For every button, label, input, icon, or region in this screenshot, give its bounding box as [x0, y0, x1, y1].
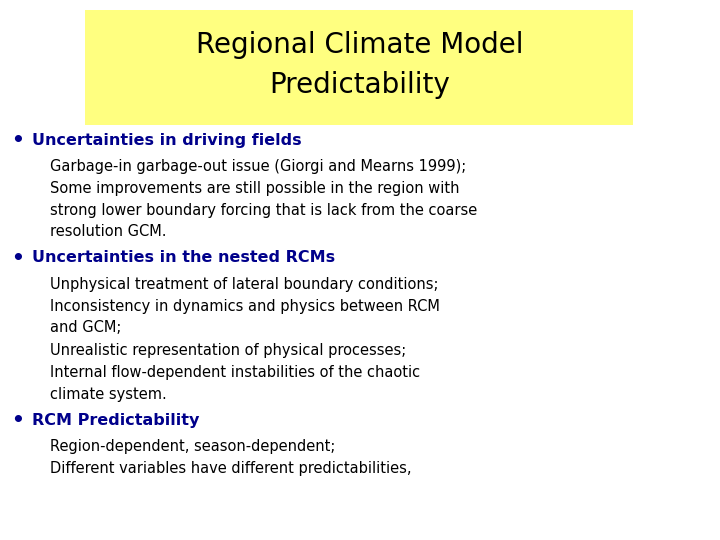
Text: Garbage-in garbage-out issue (Giorgi and Mearns 1999);: Garbage-in garbage-out issue (Giorgi and… — [50, 159, 467, 173]
Text: Uncertainties in driving fields: Uncertainties in driving fields — [32, 132, 302, 147]
Text: Some improvements are still possible in the region with: Some improvements are still possible in … — [50, 180, 459, 195]
Text: Region-dependent, season-dependent;: Region-dependent, season-dependent; — [50, 438, 336, 454]
Text: Regional Climate Model: Regional Climate Model — [197, 31, 523, 59]
Text: Unrealistic representation of physical processes;: Unrealistic representation of physical p… — [50, 342, 406, 357]
Text: Uncertainties in the nested RCMs: Uncertainties in the nested RCMs — [32, 251, 335, 266]
Text: •: • — [12, 410, 24, 429]
Text: resolution GCM.: resolution GCM. — [50, 225, 166, 240]
Text: •: • — [12, 248, 24, 267]
Text: Predictability: Predictability — [269, 71, 451, 99]
Bar — [85, 10, 633, 125]
Text: Inconsistency in dynamics and physics between RCM: Inconsistency in dynamics and physics be… — [50, 299, 440, 314]
Text: climate system.: climate system. — [50, 387, 167, 402]
Text: Internal flow-dependent instabilities of the chaotic: Internal flow-dependent instabilities of… — [50, 364, 420, 380]
Text: RCM Predictability: RCM Predictability — [32, 413, 199, 428]
Text: strong lower boundary forcing that is lack from the coarse: strong lower boundary forcing that is la… — [50, 202, 477, 218]
Text: •: • — [12, 131, 24, 150]
Text: Unphysical treatment of lateral boundary conditions;: Unphysical treatment of lateral boundary… — [50, 276, 438, 292]
Text: Different variables have different predictabilities,: Different variables have different predi… — [50, 461, 412, 476]
Text: and GCM;: and GCM; — [50, 321, 122, 335]
